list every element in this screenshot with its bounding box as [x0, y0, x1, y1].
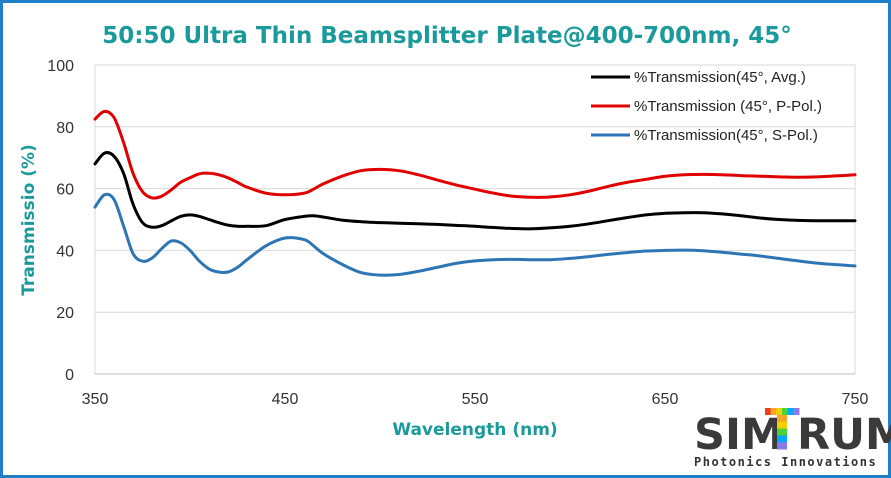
x-tick-label: 450 — [272, 391, 299, 408]
y-tick-label: 60 — [56, 182, 74, 199]
y-tick-label: 80 — [56, 120, 74, 137]
logo-t-bar-segment — [776, 408, 783, 415]
logo-t-bar-segment — [782, 408, 789, 415]
y-tick-label: 100 — [47, 58, 74, 75]
x-axis-title: Wavelength (nm) — [392, 420, 557, 440]
logo-t-bar-segment — [787, 408, 794, 415]
data-series — [93, 109, 857, 277]
legend-label-s-pol: %Transmission(45°, S-Pol.) — [634, 127, 818, 144]
legend-label-p-pol: %Transmission (45°, P-Pol.) — [634, 98, 822, 115]
x-tick-label: 350 — [82, 391, 109, 408]
y-tick-label: 20 — [56, 305, 74, 322]
series-line-avg — [93, 151, 857, 231]
series-line-p-pol — [93, 109, 857, 200]
logo-t-bar-segment — [770, 408, 777, 415]
legend-label-avg: %Transmission(45°, Avg.) — [634, 69, 806, 86]
y-axis-title: Transmissio (%) — [19, 144, 39, 296]
logo-t-bar-segment — [765, 408, 772, 415]
logo-t-stem-segment — [777, 415, 787, 423]
logo-rum-text: RUM — [797, 410, 891, 460]
series-line-s-pol — [93, 192, 857, 277]
logo-t-stem-segment — [777, 442, 787, 450]
logo-t-stem-segment — [777, 428, 787, 436]
x-tick-label: 650 — [652, 391, 679, 408]
tick-labels: 0 20 40 60 80 100 350 450 550 650 750 — [47, 58, 868, 408]
legend: %Transmission(45°, Avg.) %Transmission (4… — [591, 69, 822, 144]
logo-sim-text: SIM — [694, 410, 784, 460]
chart-title: 50:50 Ultra Thin Beamsplitter Plate@400-… — [102, 23, 791, 49]
x-tick-label: 550 — [462, 391, 489, 408]
logo-t-stem-segment — [777, 435, 787, 443]
logo-t-stem-segment — [777, 421, 787, 430]
y-tick-label: 40 — [56, 243, 74, 260]
logo-subtitle: Photonics Innovations — [694, 455, 877, 469]
simtrum-logo: SIM RUM Photonics Innovations — [694, 408, 891, 469]
logo-t-bar-segment — [793, 408, 800, 415]
y-tick-label: 0 — [65, 367, 74, 384]
logo-rainbow-t — [765, 408, 800, 450]
x-tick-label: 750 — [842, 391, 869, 408]
